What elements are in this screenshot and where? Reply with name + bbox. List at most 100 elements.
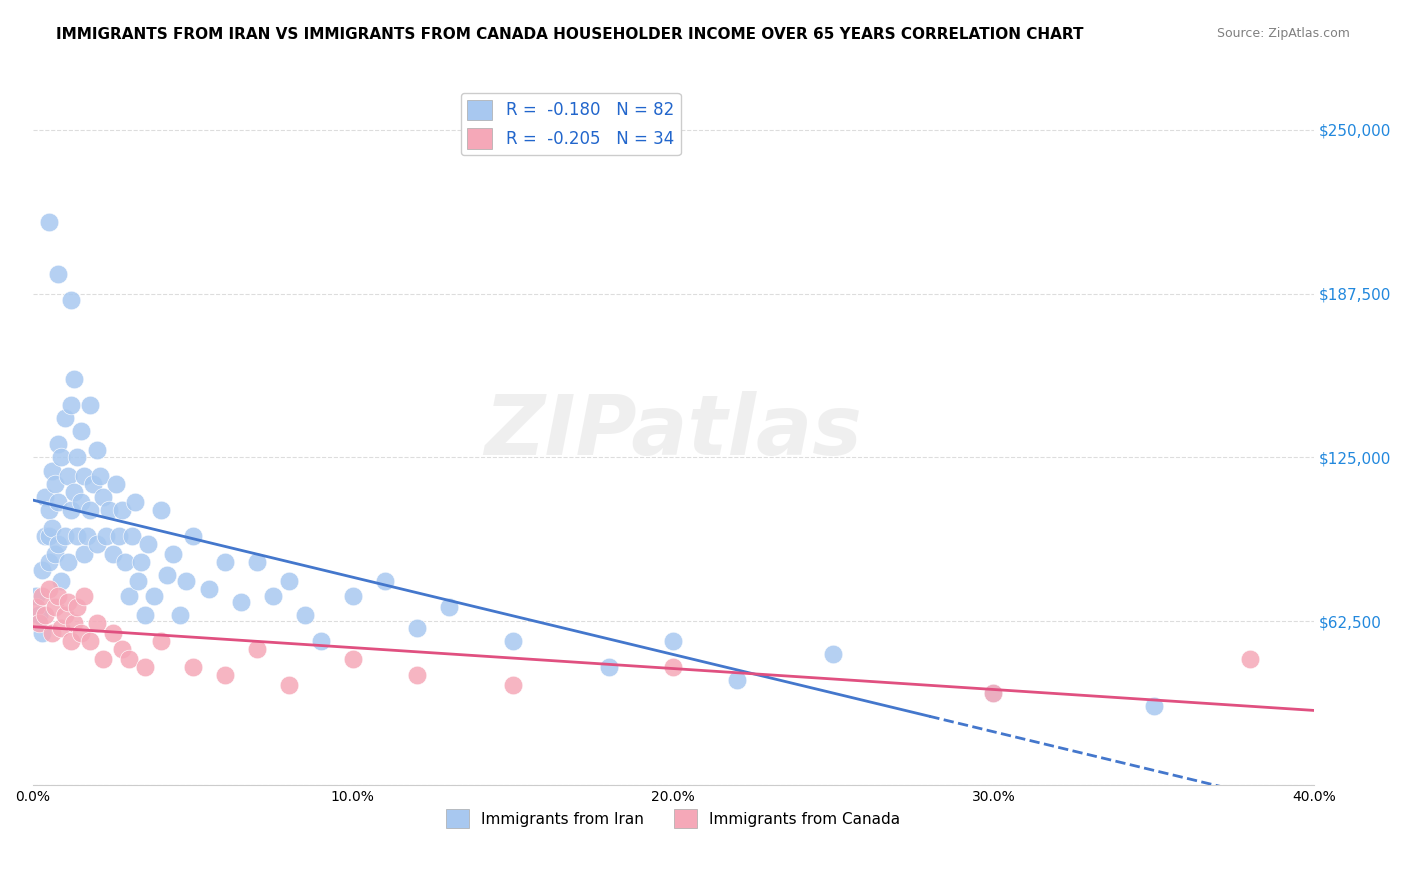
Point — [162, 548, 184, 562]
Point — [169, 607, 191, 622]
Point — [63, 615, 86, 630]
Point — [41, 521, 63, 535]
Point — [31, 563, 53, 577]
Point — [111, 503, 134, 517]
Point — [149, 634, 172, 648]
Point — [46, 267, 69, 281]
Point — [73, 590, 96, 604]
Point — [44, 548, 66, 562]
Point — [59, 398, 82, 412]
Legend: Immigrants from Iran, Immigrants from Canada: Immigrants from Iran, Immigrants from Ca… — [440, 803, 907, 834]
Point — [44, 599, 66, 614]
Point — [309, 634, 332, 648]
Point — [294, 607, 316, 622]
Text: Source: ZipAtlas.com: Source: ZipAtlas.com — [1216, 27, 1350, 40]
Point — [59, 503, 82, 517]
Point — [108, 529, 131, 543]
Point — [983, 686, 1005, 700]
Point — [181, 660, 204, 674]
Point — [131, 555, 153, 569]
Point — [51, 450, 73, 465]
Point — [53, 607, 76, 622]
Point — [406, 668, 429, 682]
Point — [374, 574, 396, 588]
Point — [69, 495, 91, 509]
Point — [262, 590, 284, 604]
Point — [31, 590, 53, 604]
Point — [38, 214, 60, 228]
Point — [79, 634, 101, 648]
Point — [41, 464, 63, 478]
Point — [51, 574, 73, 588]
Point — [86, 537, 108, 551]
Point — [502, 678, 524, 692]
Point — [134, 660, 156, 674]
Point — [41, 626, 63, 640]
Point — [136, 537, 159, 551]
Point — [101, 626, 124, 640]
Point — [73, 548, 96, 562]
Point — [46, 537, 69, 551]
Point — [823, 647, 845, 661]
Point — [38, 555, 60, 569]
Point — [437, 599, 460, 614]
Point — [114, 555, 136, 569]
Point — [56, 468, 79, 483]
Point — [197, 582, 219, 596]
Point — [124, 495, 146, 509]
Point — [277, 678, 299, 692]
Point — [73, 468, 96, 483]
Point — [31, 626, 53, 640]
Point — [214, 555, 236, 569]
Point — [76, 529, 98, 543]
Point — [342, 652, 364, 666]
Point — [66, 599, 89, 614]
Point — [38, 529, 60, 543]
Point — [66, 529, 89, 543]
Point — [53, 411, 76, 425]
Point — [91, 652, 114, 666]
Point — [98, 503, 121, 517]
Point — [96, 529, 118, 543]
Point — [725, 673, 748, 688]
Point — [38, 582, 60, 596]
Point — [34, 490, 56, 504]
Point — [59, 293, 82, 308]
Point — [59, 634, 82, 648]
Point — [149, 503, 172, 517]
Point — [79, 398, 101, 412]
Point — [86, 442, 108, 457]
Point — [24, 599, 46, 614]
Point — [46, 437, 69, 451]
Point — [134, 607, 156, 622]
Point — [51, 621, 73, 635]
Point — [406, 621, 429, 635]
Point — [502, 634, 524, 648]
Point — [101, 548, 124, 562]
Point — [156, 568, 179, 582]
Point — [56, 594, 79, 608]
Point — [662, 634, 685, 648]
Point — [69, 626, 91, 640]
Point — [983, 686, 1005, 700]
Point — [28, 615, 51, 630]
Point — [121, 529, 143, 543]
Point — [79, 503, 101, 517]
Point — [181, 529, 204, 543]
Point — [53, 529, 76, 543]
Point — [34, 529, 56, 543]
Text: ZIPatlas: ZIPatlas — [484, 391, 862, 472]
Point — [46, 495, 69, 509]
Point — [662, 660, 685, 674]
Point — [1142, 699, 1164, 714]
Point — [56, 555, 79, 569]
Point — [44, 476, 66, 491]
Point — [342, 590, 364, 604]
Point — [82, 476, 104, 491]
Point — [34, 607, 56, 622]
Point — [63, 372, 86, 386]
Point — [229, 594, 252, 608]
Point — [277, 574, 299, 588]
Point — [69, 424, 91, 438]
Point — [143, 590, 166, 604]
